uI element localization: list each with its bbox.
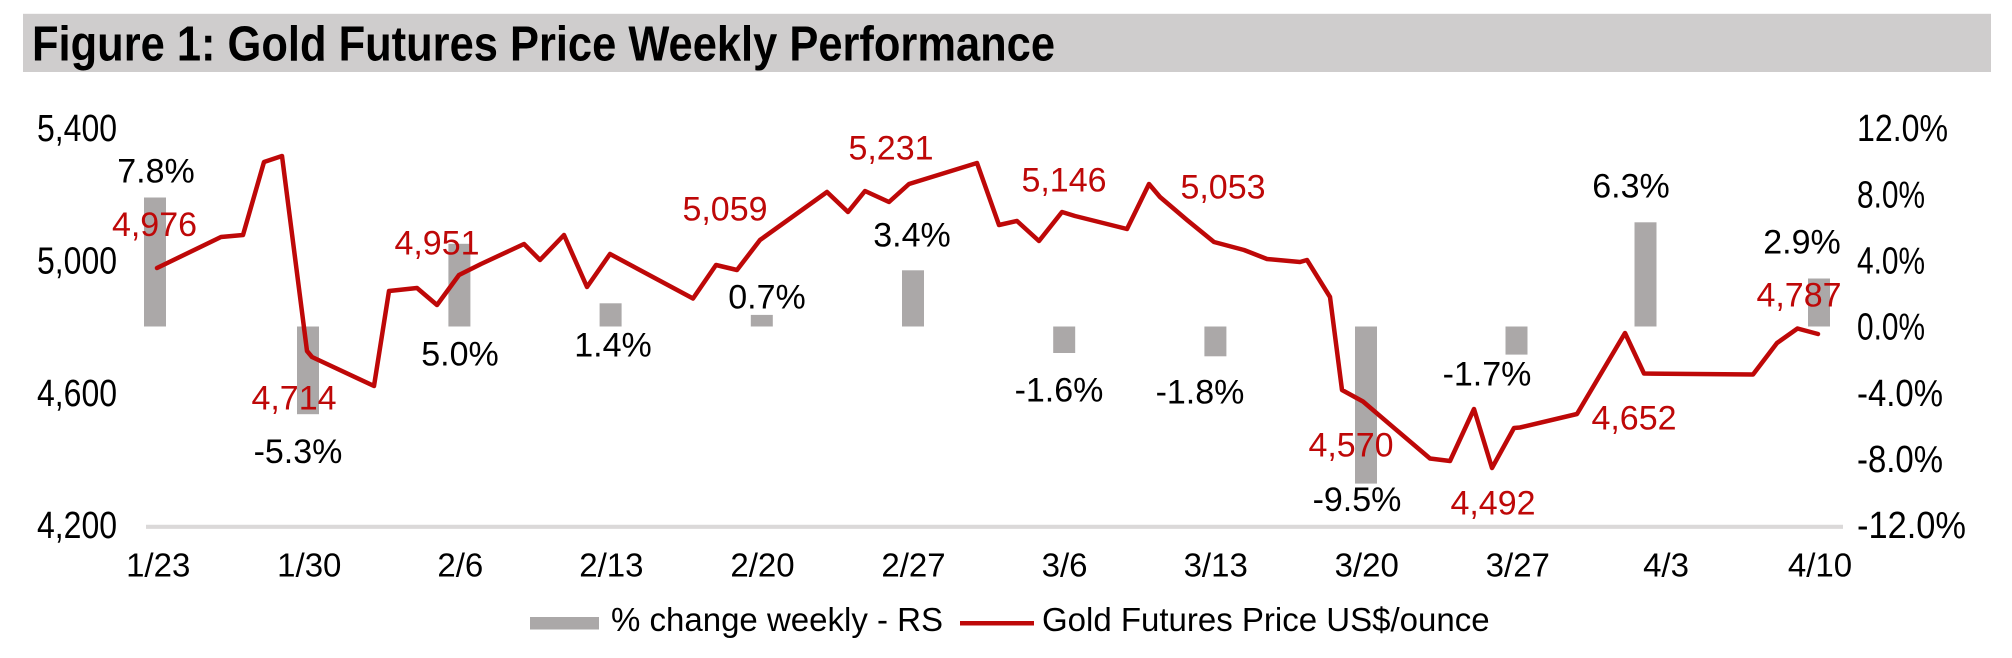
- svg-text:4,600: 4,600: [37, 373, 117, 415]
- svg-text:5,146: 5,146: [1021, 162, 1106, 200]
- svg-text:3/6: 3/6: [1042, 546, 1088, 583]
- svg-text:4,570: 4,570: [1308, 427, 1393, 465]
- svg-text:1/23: 1/23: [126, 546, 190, 583]
- svg-text:-1.6%: -1.6%: [1015, 372, 1104, 410]
- svg-text:-4.0%: -4.0%: [1857, 373, 1943, 415]
- svg-text:4,951: 4,951: [394, 225, 479, 263]
- svg-text:12.0%: 12.0%: [1857, 108, 1948, 150]
- svg-text:4,976: 4,976: [112, 206, 197, 244]
- svg-text:6.3%: 6.3%: [1592, 168, 1670, 206]
- svg-text:4,714: 4,714: [251, 380, 336, 418]
- svg-text:-12.0%: -12.0%: [1857, 505, 1966, 547]
- svg-text:-1.7%: -1.7%: [1443, 356, 1532, 394]
- svg-text:3.4%: 3.4%: [873, 217, 951, 255]
- svg-text:4,652: 4,652: [1591, 400, 1676, 438]
- svg-text:-1.8%: -1.8%: [1156, 374, 1245, 412]
- svg-text:4/3: 4/3: [1643, 546, 1689, 583]
- svg-text:5,231: 5,231: [848, 130, 933, 168]
- svg-text:2/27: 2/27: [881, 546, 945, 583]
- svg-text:-5.3%: -5.3%: [254, 433, 343, 471]
- svg-text:3/13: 3/13: [1184, 546, 1248, 583]
- svg-text:5,053: 5,053: [1180, 169, 1265, 207]
- svg-text:4,200: 4,200: [37, 505, 117, 547]
- svg-text:Figure 1: Gold Futures Price W: Figure 1: Gold Futures Price Weekly Perf…: [32, 18, 1055, 72]
- svg-text:2.9%: 2.9%: [1763, 224, 1841, 262]
- svg-text:% change weekly - RS: % change weekly - RS: [611, 601, 943, 638]
- svg-text:3/27: 3/27: [1486, 546, 1550, 583]
- svg-text:2/20: 2/20: [730, 546, 794, 583]
- svg-text:5,000: 5,000: [37, 240, 117, 282]
- svg-text:4,492: 4,492: [1450, 485, 1535, 523]
- svg-text:-8.0%: -8.0%: [1857, 439, 1943, 481]
- svg-text:-9.5%: -9.5%: [1313, 481, 1402, 519]
- svg-text:5,400: 5,400: [37, 108, 117, 150]
- svg-text:Gold Futures Price US$/ounce: Gold Futures Price US$/ounce: [1042, 601, 1490, 638]
- svg-text:1.4%: 1.4%: [574, 327, 652, 365]
- svg-text:4.0%: 4.0%: [1857, 240, 1925, 282]
- svg-text:4/10: 4/10: [1788, 546, 1852, 583]
- svg-text:4,787: 4,787: [1756, 277, 1841, 315]
- svg-text:8.0%: 8.0%: [1857, 174, 1925, 216]
- svg-text:0.7%: 0.7%: [728, 279, 806, 317]
- svg-text:3/20: 3/20: [1335, 546, 1399, 583]
- svg-text:5,059: 5,059: [682, 191, 767, 229]
- svg-text:5.0%: 5.0%: [421, 336, 499, 374]
- svg-text:1/30: 1/30: [277, 546, 341, 583]
- svg-text:0.0%: 0.0%: [1857, 307, 1925, 349]
- svg-text:2/6: 2/6: [437, 546, 483, 583]
- svg-text:7.8%: 7.8%: [117, 153, 195, 191]
- svg-text:2/13: 2/13: [579, 546, 643, 583]
